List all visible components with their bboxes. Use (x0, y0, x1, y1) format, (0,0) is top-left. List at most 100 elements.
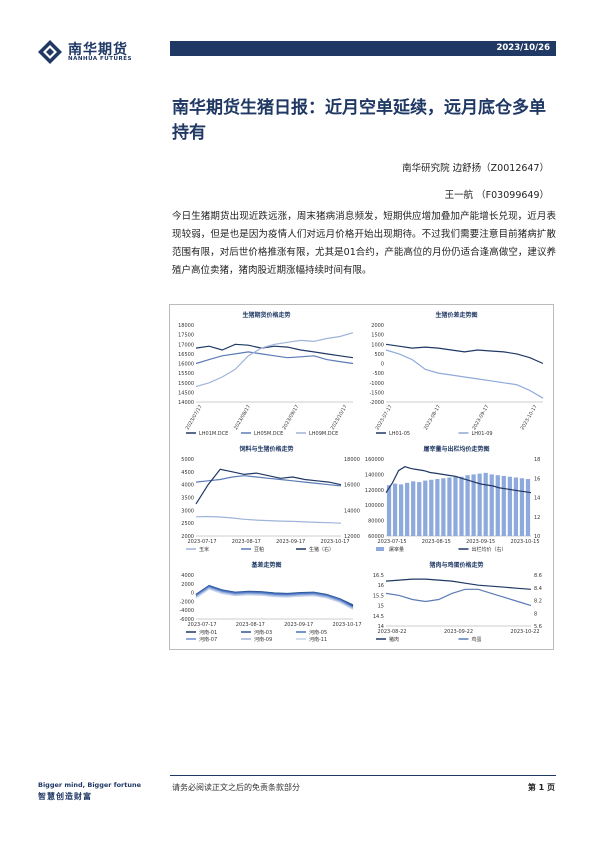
chart-title: 饲料与生猪价格走势 (238, 445, 293, 453)
y-tick-label: 15.5 (373, 593, 384, 599)
y-tick-label: 1000 (371, 342, 384, 348)
legend-label: 河南-01 (199, 629, 217, 636)
legend-label: LH05M.DCE (254, 431, 283, 437)
legend-label: LH01M.DCE (199, 431, 228, 437)
bar (453, 475, 458, 536)
y-tick-label: 60000 (368, 534, 384, 540)
legend-label: 鸡蛋 (472, 636, 482, 643)
logo-text-cn: 南华期货 (68, 42, 128, 58)
series-line (195, 584, 354, 606)
slogan-en: Bigger mind, Bigger fortune (38, 781, 142, 789)
x-tick-label: 2023/07/17 (185, 404, 204, 431)
series-line (195, 515, 342, 524)
bar (477, 473, 482, 536)
legend-label: 豆粕 (254, 546, 264, 553)
x-tick-label: 2023-07-15 (377, 539, 406, 545)
y2-tick-label: 18 (534, 457, 540, 463)
y-tick-label: 14.5 (373, 614, 384, 620)
bar (441, 478, 446, 536)
y-tick-label: 140000 (365, 472, 384, 478)
x-tick-label: 2023-07-17 (187, 622, 216, 628)
chart-title: 生猪期货价格走势 (242, 311, 290, 319)
y2-tick-label: 8.2 (534, 599, 542, 605)
series-line (385, 343, 544, 365)
y2-tick-label: 16000 (344, 483, 360, 489)
series-line (195, 351, 354, 365)
y2-tick-label: 14 (534, 496, 540, 502)
x-tick-label: 2023-09-17 (284, 622, 313, 628)
author-line-2: 王一航 （F03099649） (444, 190, 549, 201)
y2-tick-label: 18000 (344, 457, 360, 463)
x-tick-label: 2023-10-22 (510, 629, 539, 635)
y2-tick-label: 12000 (344, 534, 360, 540)
chart-3: 饲料与生猪价格走势 5000 4500 4000 3500 3000 2500 2000 180… (181, 445, 360, 553)
y-tick-label: 16500 (178, 352, 194, 358)
y-tick-label: 80000 (368, 519, 384, 525)
page-number: 第 1 页 (527, 783, 555, 792)
legend-label: 河南-05 (309, 629, 327, 636)
bar (483, 472, 488, 536)
bar (507, 476, 512, 536)
y-tick-label: 100000 (365, 503, 384, 509)
legend-label: 玉米 (199, 546, 209, 553)
y-tick-label: 120000 (365, 488, 384, 494)
y-tick-label: 160000 (365, 457, 384, 463)
x-tick-label: 2023-09-15 (466, 539, 495, 545)
bar (392, 483, 398, 536)
nanhua-logo-icon (38, 40, 62, 64)
y-tick-label: 16000 (178, 362, 194, 368)
y-tick-label: 2000 (371, 323, 384, 329)
chart-title: 猪肉与鸡蛋价格走势 (428, 561, 483, 569)
y-tick-label: 1500 (371, 333, 384, 339)
x-tick-label: 2023-10-17 (332, 622, 361, 628)
x-tick-label: 2023-07-17 (187, 539, 216, 545)
bar (405, 482, 410, 536)
y-tick-label: 4000 (181, 483, 194, 489)
legend-label: 河南-03 (254, 629, 272, 636)
series-line (385, 349, 544, 399)
bar (495, 475, 500, 536)
y-tick-label: 14000 (178, 400, 194, 406)
y-tick-label: 16.5 (373, 573, 384, 579)
chart-title: 屠宰量与出栏均价走势图 (422, 445, 489, 453)
charts-svg: 生猪期货价格走势18000175001700016500160001550015… (178, 311, 544, 643)
bar (459, 476, 464, 536)
legend-label: 屠宰量 (389, 546, 404, 553)
y-tick-label: 0 (191, 591, 194, 597)
x-tick-label: 2023-10-17 (520, 404, 539, 431)
y-tick-label: 14500 (178, 390, 194, 396)
x-tick-label: 2023-08-22 (377, 629, 406, 635)
y-tick-label: 4500 (181, 470, 194, 476)
legend-label: LH09M.DCE (309, 431, 338, 437)
bar (501, 475, 506, 536)
bar (489, 474, 494, 536)
x-tick-label: 2023-10-15 (510, 539, 539, 545)
series-line (385, 588, 532, 607)
x-tick-label: 2023-09-22 (444, 629, 473, 635)
y-tick-label: 2500 (181, 521, 194, 527)
bar (411, 481, 416, 536)
disclaimer-note: 请务必阅读正文之后的免责条款部分 (172, 783, 300, 792)
logo: 南华期货 NANHUA FUTURES (38, 38, 158, 66)
header-bar: 2023/10/26 (170, 41, 556, 56)
legend-swatch (376, 547, 384, 551)
legend-label: 生猪（右） (309, 546, 334, 553)
y-tick-label: 5000 (181, 457, 194, 463)
x-tick-label: 2023-08-17 (232, 539, 261, 545)
bar (519, 478, 525, 536)
bar (513, 477, 519, 536)
chart-4: 屠宰量与出栏均价走势图 160000 140000 120000 100000 80000… (365, 445, 540, 553)
bar (429, 479, 434, 536)
x-tick-label: 2023/10/17 (330, 404, 349, 431)
bar (398, 484, 404, 536)
bar (525, 479, 531, 536)
legend-label: 出栏均价（右） (472, 546, 507, 553)
series-line (195, 586, 354, 609)
y-tick-label: 500 (374, 352, 384, 358)
chart-6: 猪肉与鸡蛋价格走势 16.5 16 15.5 15 14.5 14 8.6 8.4 8.2 8 5.6… (373, 561, 542, 643)
legend-label: 猪肉 (389, 636, 399, 643)
series-line (195, 332, 354, 388)
y-tick-label: 15500 (178, 371, 194, 377)
footer-divider (170, 775, 556, 776)
